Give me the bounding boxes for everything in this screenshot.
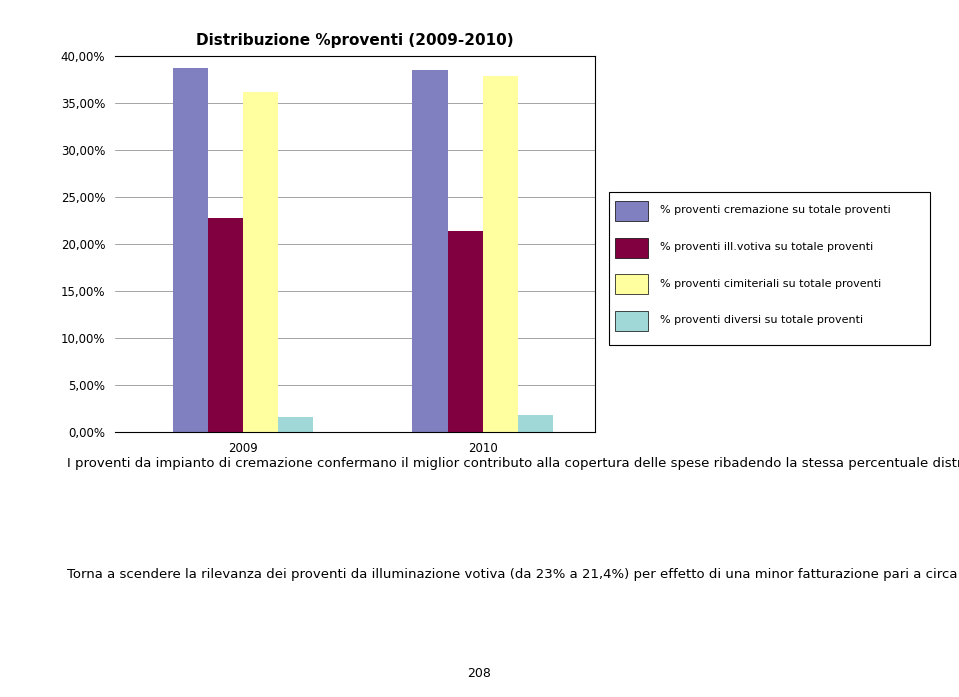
Bar <box>482 77 518 432</box>
Text: % proventi cremazione su totale proventi: % proventi cremazione su totale proventi <box>661 205 891 215</box>
Bar <box>412 70 448 432</box>
Bar <box>278 417 314 432</box>
Text: Torna a scendere la rilevanza dei proventi da illuminazione votiva (da 23% a 21,: Torna a scendere la rilevanza dei proven… <box>67 568 959 581</box>
Text: I proventi da impianto di cremazione confermano il miglior contributo alla coper: I proventi da impianto di cremazione con… <box>67 457 959 470</box>
Bar <box>243 91 278 432</box>
Bar <box>616 201 647 221</box>
Bar <box>208 217 243 432</box>
Title: Distribuzione %proventi (2009-2010): Distribuzione %proventi (2009-2010) <box>196 33 514 47</box>
Text: % proventi ill.votiva su totale proventi: % proventi ill.votiva su totale proventi <box>661 242 874 252</box>
Bar <box>616 275 647 294</box>
Text: % proventi diversi su totale proventi: % proventi diversi su totale proventi <box>661 316 863 325</box>
Bar <box>616 312 647 331</box>
Text: 208: 208 <box>468 666 491 680</box>
Bar <box>616 238 647 258</box>
Text: % proventi cimiteriali su totale proventi: % proventi cimiteriali su totale provent… <box>661 279 881 289</box>
Bar <box>448 231 482 432</box>
Bar <box>518 415 553 432</box>
Bar <box>173 68 208 432</box>
